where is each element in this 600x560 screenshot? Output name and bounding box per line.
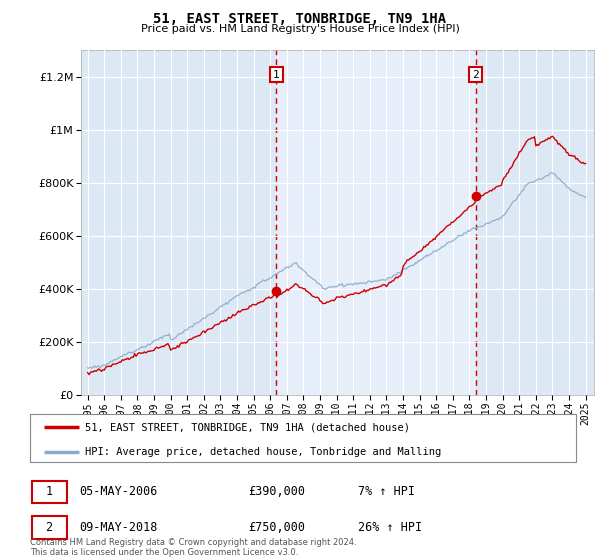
Text: 2: 2	[46, 521, 53, 534]
Text: 26% ↑ HPI: 26% ↑ HPI	[358, 521, 422, 534]
Text: 7% ↑ HPI: 7% ↑ HPI	[358, 485, 415, 498]
FancyBboxPatch shape	[32, 516, 67, 539]
Text: Contains HM Land Registry data © Crown copyright and database right 2024.
This d: Contains HM Land Registry data © Crown c…	[30, 538, 356, 557]
Text: 51, EAST STREET, TONBRIDGE, TN9 1HA (detached house): 51, EAST STREET, TONBRIDGE, TN9 1HA (det…	[85, 422, 410, 432]
Text: HPI: Average price, detached house, Tonbridge and Malling: HPI: Average price, detached house, Tonb…	[85, 446, 441, 456]
Text: Price paid vs. HM Land Registry's House Price Index (HPI): Price paid vs. HM Land Registry's House …	[140, 24, 460, 34]
FancyBboxPatch shape	[30, 414, 576, 462]
Text: 1: 1	[273, 69, 280, 80]
FancyBboxPatch shape	[32, 480, 67, 503]
Text: 05-MAY-2006: 05-MAY-2006	[79, 485, 158, 498]
Text: £750,000: £750,000	[248, 521, 305, 534]
Text: 09-MAY-2018: 09-MAY-2018	[79, 521, 158, 534]
Text: £390,000: £390,000	[248, 485, 305, 498]
Text: 1: 1	[46, 485, 53, 498]
Text: 2: 2	[472, 69, 479, 80]
Bar	[277, 50, 476, 395]
Text: 51, EAST STREET, TONBRIDGE, TN9 1HA: 51, EAST STREET, TONBRIDGE, TN9 1HA	[154, 12, 446, 26]
